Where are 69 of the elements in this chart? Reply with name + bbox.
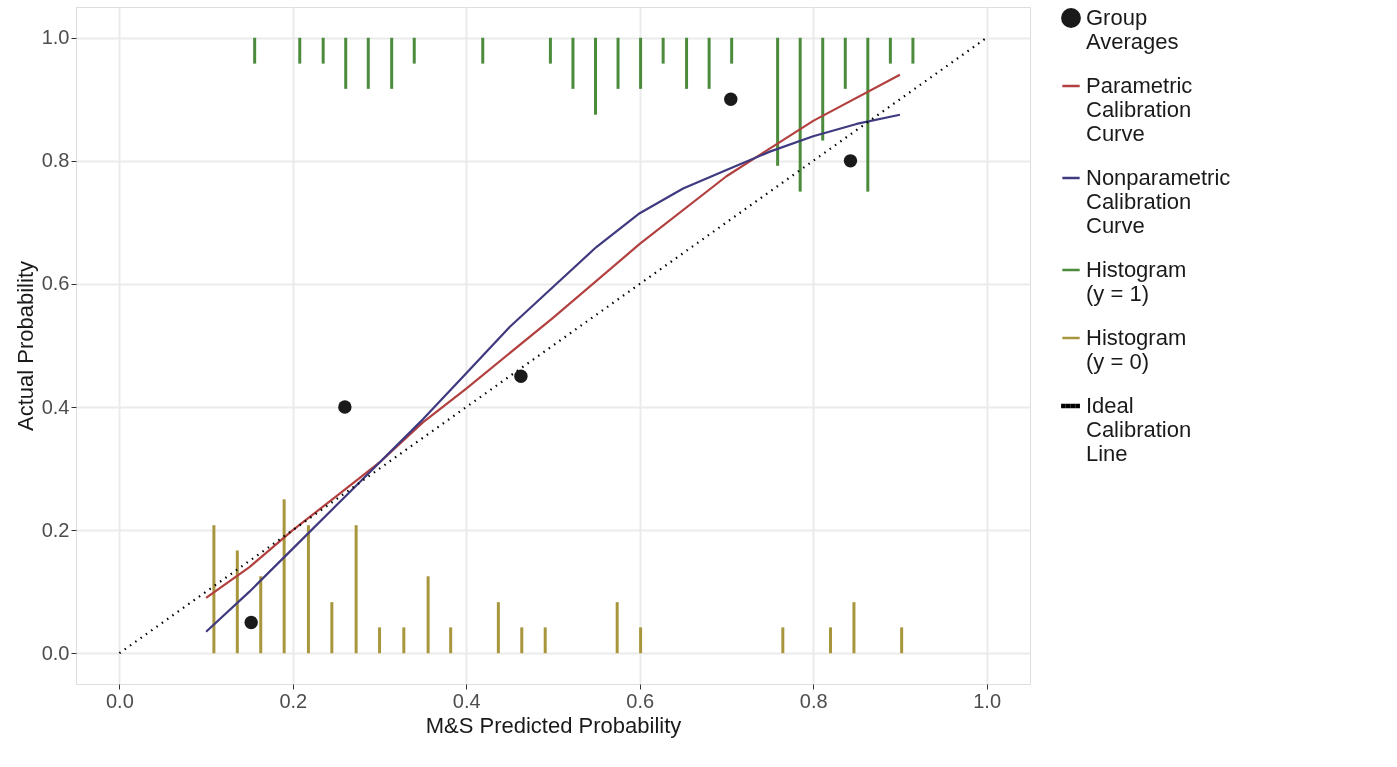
bar: [298, 37, 302, 64]
bar: [781, 627, 785, 654]
y-axis-title: Actual Probability: [12, 261, 38, 431]
bar: [852, 602, 856, 654]
bar: [344, 37, 348, 89]
bar: [543, 627, 547, 654]
bar: [911, 37, 915, 64]
bar: [866, 37, 870, 192]
x-axis-title: M&S Predicted Probability: [425, 712, 682, 738]
bar: [639, 627, 643, 654]
legend-label: Parametric Calibration Curve: [1086, 73, 1193, 146]
bar: [685, 37, 689, 89]
legend-label: Histogram (y = 0): [1086, 325, 1187, 374]
bar: [900, 627, 904, 654]
y-tick-label: 1.0: [41, 26, 70, 49]
point: [244, 615, 258, 630]
bar: [481, 37, 485, 64]
legend-label: Nonparametric Calibration Curve: [1086, 165, 1231, 238]
bar: [821, 37, 825, 141]
bar: [520, 627, 524, 654]
y-tick-label: 0.0: [41, 641, 70, 664]
bar: [390, 37, 394, 89]
bar: [282, 499, 286, 654]
bar: [449, 627, 453, 654]
x-tick-label: 0.6: [626, 689, 655, 712]
bar: [829, 627, 833, 654]
bar: [259, 576, 263, 654]
bar: [402, 627, 406, 654]
bar: [321, 37, 325, 64]
bar: [843, 37, 847, 89]
bar: [354, 525, 358, 654]
x-tick-label: 1.0: [973, 689, 1002, 712]
legend-label: Histogram (y = 1): [1086, 257, 1187, 306]
bar: [306, 525, 310, 654]
y-tick-label: 0.4: [41, 395, 70, 418]
bar: [707, 37, 711, 89]
point: [843, 154, 858, 168]
bar: [616, 37, 620, 89]
x-tick-label: 0.2: [279, 689, 308, 712]
bar: [366, 37, 370, 89]
bar: [594, 37, 597, 115]
y-tick-label: 0.6: [41, 272, 70, 295]
bar: [776, 37, 780, 166]
bar: [426, 576, 430, 654]
bar: [253, 37, 257, 64]
point: [514, 369, 528, 383]
bar: [548, 37, 552, 64]
bar: [496, 602, 500, 654]
x-tick-label: 0.0: [105, 689, 134, 712]
bar: [378, 627, 382, 654]
x-tick-label: 0.4: [452, 689, 481, 712]
bar: [412, 37, 416, 64]
bar: [615, 602, 619, 654]
bar: [212, 525, 216, 654]
point: [338, 400, 352, 414]
y-tick-label: 0.2: [41, 518, 70, 541]
bar: [639, 37, 643, 89]
legend-label: Group Averages: [1086, 5, 1179, 54]
bar: [235, 550, 239, 654]
bar: [571, 37, 575, 89]
y-tick-label: 0.8: [41, 149, 70, 172]
bar: [661, 37, 665, 64]
bar: [798, 37, 802, 192]
legend-label: Ideal Calibration Line: [1086, 393, 1192, 466]
x-tick-label: 0.8: [799, 689, 828, 712]
bar: [330, 602, 334, 654]
point: [724, 92, 738, 107]
bar: [730, 37, 734, 64]
bar: [888, 37, 892, 64]
